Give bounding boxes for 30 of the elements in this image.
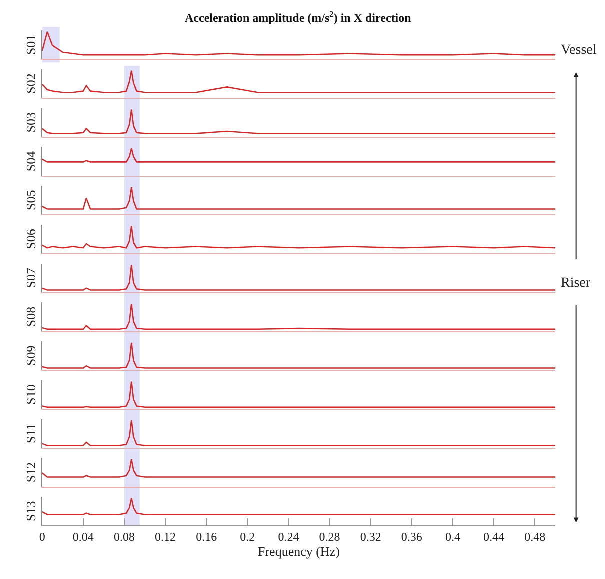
x-tick-label: 0.36 [401,530,422,544]
y-axis-title: S04 [23,150,38,172]
y-axis-title: S13 [23,501,38,522]
x-tick-label: 0.16 [196,530,218,544]
y-axis-title: S05 [23,190,38,211]
y-axis-title: S06 [23,228,38,250]
chart-title: Acceleration amplitude (m/s$^{2}$) in X direction [185,10,412,26]
x-axis-title: Frequency (Hz) [258,544,340,560]
x-tick-label: 0.04 [72,530,94,544]
y-axis-title: S01 [23,34,38,56]
text: Riser [561,276,591,291]
x-tick-label: 0 [39,530,46,544]
y-axis-title: S09 [23,346,38,366]
y-axis-title: S12 [23,462,38,483]
x-tick-label: 0.08 [114,530,135,544]
y-axis-title: S08 [23,306,38,328]
x-tick-label: 0.4 [445,530,460,544]
x-tick-label: 0.24 [278,530,300,544]
y-axis-title: S07 [23,268,38,288]
y-axis-title: S02 [23,74,38,94]
x-tick-label: 0.2 [240,530,256,544]
x-tick-label: 0.44 [484,530,505,544]
x-tick-label: 0.12 [155,530,176,544]
y-axis-title: S11 [23,424,38,444]
y-axis-title: S10 [23,384,38,405]
x-tick-label: 0.32 [360,530,382,544]
y-axis-title: S03 [23,112,38,133]
x-tick-label: 0.48 [524,530,546,544]
x-tick-label: 0.28 [319,530,340,544]
text: Vessel [561,43,597,58]
